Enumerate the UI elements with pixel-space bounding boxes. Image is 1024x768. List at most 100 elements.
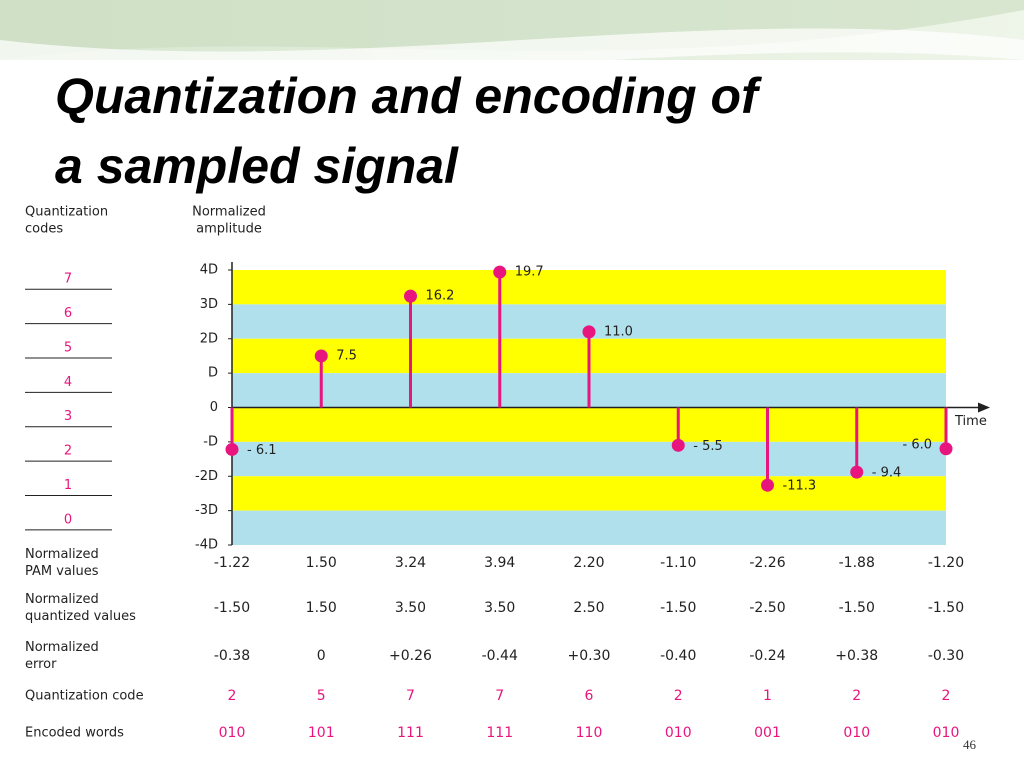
table-cell: 3.24 bbox=[395, 555, 426, 571]
band bbox=[232, 510, 946, 545]
row-label: Quantization code bbox=[25, 689, 144, 704]
table-cell: 101 bbox=[308, 725, 335, 741]
band bbox=[232, 270, 946, 305]
value-label: 11.0 bbox=[604, 324, 633, 339]
table-cell: 1 bbox=[763, 688, 772, 704]
band bbox=[232, 407, 946, 442]
y-tick-label: -2D bbox=[195, 469, 218, 484]
table-cell: 3.50 bbox=[484, 600, 515, 616]
table-cell: -1.22 bbox=[214, 555, 250, 571]
table-cell: -2.50 bbox=[749, 600, 785, 616]
stem-dot bbox=[582, 325, 596, 339]
swoosh bbox=[0, 0, 1024, 60]
y-tick-label: 2D bbox=[200, 331, 218, 346]
stem-dot bbox=[671, 438, 685, 452]
codes-label: codes bbox=[25, 222, 63, 237]
code-label: 2 bbox=[64, 444, 72, 459]
table-cell: -0.40 bbox=[660, 648, 696, 664]
x-axis-arrow bbox=[978, 402, 990, 413]
row-label: error bbox=[25, 657, 57, 672]
stem-dot bbox=[225, 442, 239, 456]
stem-dot bbox=[404, 289, 417, 303]
y-tick-label: 4D bbox=[200, 263, 218, 278]
value-label: 19.7 bbox=[515, 265, 544, 280]
table-cell: -1.20 bbox=[928, 555, 964, 571]
code-label: 6 bbox=[64, 306, 72, 321]
table-cell: +0.38 bbox=[835, 648, 878, 664]
code-label: 3 bbox=[64, 409, 72, 424]
table-cell: 2 bbox=[674, 688, 683, 704]
y-tick-label: D bbox=[208, 366, 218, 381]
value-label: - 6.1 bbox=[247, 443, 277, 458]
code-label: 1 bbox=[64, 478, 72, 493]
y-tick-label: 0 bbox=[210, 400, 218, 415]
table-cell: +0.26 bbox=[389, 648, 432, 664]
table-cell: 111 bbox=[486, 725, 513, 741]
band bbox=[232, 441, 946, 477]
row-label: Normalized bbox=[25, 592, 99, 607]
table-cell: 110 bbox=[576, 725, 603, 741]
band bbox=[232, 476, 946, 511]
title-line: a sampled signal bbox=[55, 138, 459, 194]
row-label: Normalized bbox=[25, 640, 99, 655]
table-cell: -1.50 bbox=[660, 600, 696, 616]
table-cell: -1.50 bbox=[839, 600, 875, 616]
page-number: 46 bbox=[963, 737, 977, 752]
title: Quantization and encoding of a sampled si… bbox=[55, 68, 762, 194]
table-cell: 0 bbox=[317, 648, 326, 664]
row-label: PAM values bbox=[25, 564, 99, 579]
table-cell: 2 bbox=[942, 688, 951, 704]
table-cell: 3.94 bbox=[484, 555, 515, 571]
code-label: 0 bbox=[64, 512, 72, 527]
table-cell: -2.26 bbox=[749, 555, 785, 571]
table-cell: -0.30 bbox=[928, 648, 964, 664]
y-tick-label: -3D bbox=[195, 503, 218, 518]
row-label: Normalized bbox=[25, 547, 99, 562]
table-cell: -1.50 bbox=[928, 600, 964, 616]
table-cell: -1.88 bbox=[839, 555, 875, 571]
codes-label: Quantization bbox=[25, 205, 108, 220]
table-cell: 010 bbox=[933, 725, 960, 741]
code-label: 4 bbox=[64, 375, 72, 390]
table-cell: 111 bbox=[397, 725, 424, 741]
x-axis-label: Time bbox=[954, 414, 987, 429]
table-cell: -1.50 bbox=[214, 600, 250, 616]
value-label: -11.3 bbox=[783, 479, 817, 494]
y-axis-label: amplitude bbox=[196, 222, 262, 237]
table-cell: 2.20 bbox=[573, 555, 604, 571]
stem-dot bbox=[761, 478, 774, 492]
table-cell: -0.44 bbox=[482, 648, 518, 664]
code-label: 7 bbox=[64, 272, 72, 287]
value-label: - 5.5 bbox=[693, 439, 723, 454]
y-axis-label: Normalized bbox=[192, 205, 266, 220]
y-tick-label: -4D bbox=[195, 538, 218, 553]
table-cell: 2 bbox=[852, 688, 861, 704]
stem-dot bbox=[314, 349, 328, 363]
table-cell: 010 bbox=[843, 725, 870, 741]
table-cell: -0.24 bbox=[749, 648, 785, 664]
table-cell: 6 bbox=[585, 688, 594, 704]
stem-dot bbox=[939, 442, 953, 456]
stem-dot bbox=[850, 465, 864, 479]
row-label: Encoded words bbox=[25, 726, 124, 741]
table-cell: 001 bbox=[754, 725, 781, 741]
table-cell: 010 bbox=[665, 725, 692, 741]
table-cell: -0.38 bbox=[214, 648, 250, 664]
value-label: - 9.4 bbox=[872, 466, 902, 481]
value-label: - 6.0 bbox=[903, 437, 933, 452]
table-cell: 5 bbox=[317, 688, 326, 704]
table-cell: 2 bbox=[228, 688, 237, 704]
code-label: 5 bbox=[64, 340, 72, 355]
y-tick-label: -D bbox=[203, 434, 218, 449]
table-cell: 7 bbox=[495, 688, 504, 704]
table-cell: 3.50 bbox=[395, 600, 426, 616]
table-cell: 1.50 bbox=[306, 555, 337, 571]
table-cell: 1.50 bbox=[306, 600, 337, 616]
row-label: quantized values bbox=[25, 609, 136, 624]
swoosh bbox=[0, 28, 1024, 78]
value-label: 7.5 bbox=[336, 348, 357, 363]
table-cell: +0.30 bbox=[568, 648, 611, 664]
table-cell: 010 bbox=[219, 725, 246, 741]
